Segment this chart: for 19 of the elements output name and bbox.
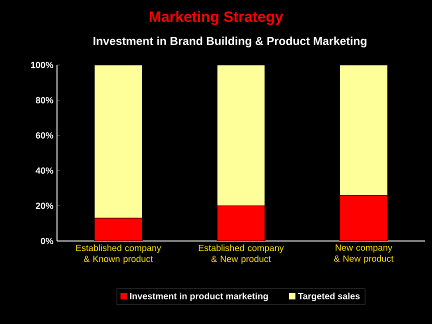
bar	[339, 65, 388, 196]
chart-subtitle: Investment in Brand Building & Product Marketing	[94, 36, 366, 48]
bar	[94, 65, 143, 218]
legend-label: Targeted sales	[298, 292, 360, 302]
y-tick-label: 20%	[36, 202, 54, 209]
x-tick-label: Established company & New product	[198, 244, 284, 264]
y-tick-label: 0%	[40, 238, 54, 244]
bar	[94, 218, 143, 241]
y-tick-label: 60%	[36, 132, 54, 139]
chart-title: Marketing Strategy	[150, 11, 284, 25]
y-tick-label: 80%	[36, 97, 54, 104]
x-tick-label: New company & New product	[334, 244, 394, 264]
bar	[216, 65, 266, 206]
bar	[339, 194, 388, 241]
x-tick-label: Established company & Known product	[76, 244, 162, 264]
legend-label: Investment in product marketing	[130, 292, 268, 302]
bar	[216, 206, 266, 241]
y-tick-label: 40%	[36, 167, 54, 174]
y-tick-label: 100%	[31, 62, 54, 68]
